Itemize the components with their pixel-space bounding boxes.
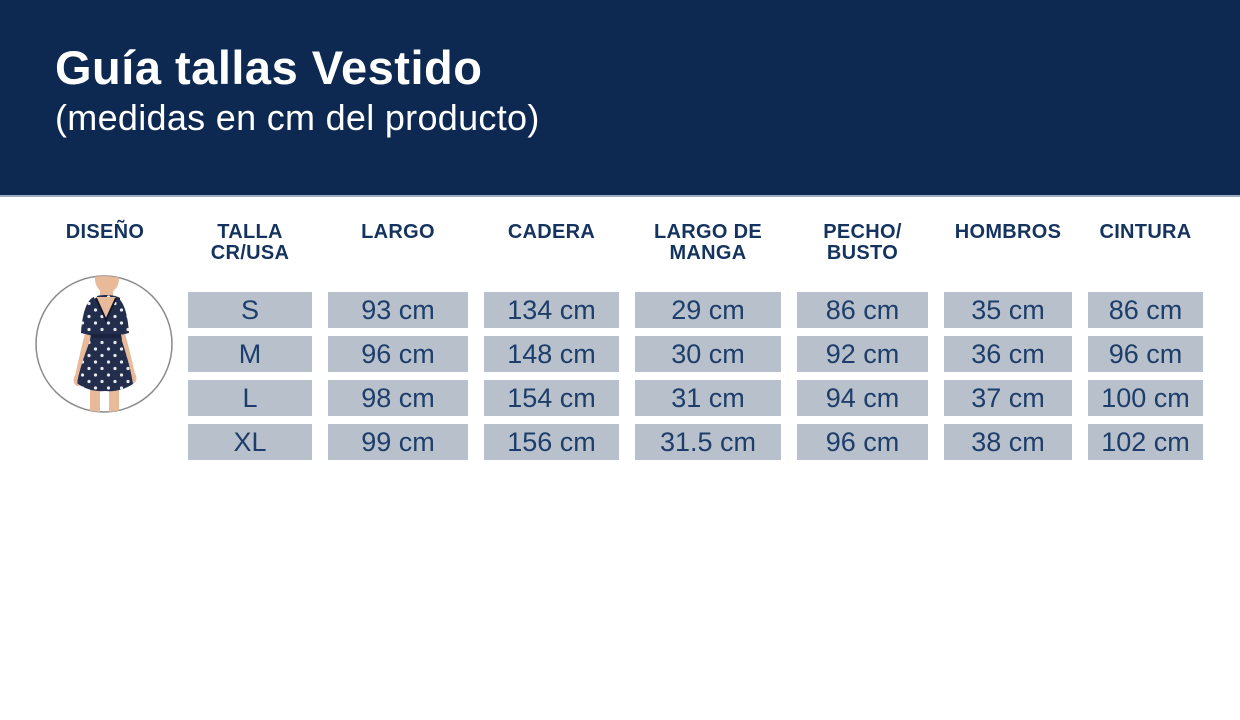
value-cell: 86 cm — [1088, 292, 1203, 328]
page-title: Guía tallas Vestido — [55, 41, 483, 94]
page-subtitle: (medidas en cm del producto) — [55, 97, 540, 138]
dress-design-photo — [35, 275, 173, 460]
value-cell: 37 cm — [944, 380, 1072, 416]
column-header-diseno: DISEÑO — [65, 221, 145, 243]
value-cell: 86 cm — [797, 292, 928, 328]
value-cell: 156 cm — [484, 424, 619, 460]
size-cell: M — [188, 336, 312, 372]
column-header-pecho-busto: PECHO/ BUSTO — [823, 221, 902, 264]
value-cell: 148 cm — [484, 336, 619, 372]
value-cell: 96 cm — [797, 424, 928, 460]
column-header-cintura: CINTURA — [1099, 221, 1192, 243]
title-banner: Guía tallas Vestido (medidas en cm del p… — [0, 0, 1240, 197]
size-cell: XL — [188, 424, 312, 460]
polka-dot-dress-illustration — [35, 275, 173, 413]
column-header-largo: LARGO — [361, 221, 435, 243]
value-cell: 31.5 cm — [635, 424, 781, 460]
size-cell: S — [188, 292, 312, 328]
value-cell: 31 cm — [635, 380, 781, 416]
value-cell: 99 cm — [328, 424, 468, 460]
column-header-cadera: CADERA — [507, 221, 596, 243]
value-cell: 30 cm — [635, 336, 781, 372]
value-cell: 94 cm — [797, 380, 928, 416]
size-cell: L — [188, 380, 312, 416]
value-cell: 92 cm — [797, 336, 928, 372]
value-cell: 29 cm — [635, 292, 781, 328]
size-table: DISEÑO TALLA CR/USA LARGO CADERA LARGO D… — [35, 214, 1203, 460]
value-cell: 96 cm — [1088, 336, 1203, 372]
value-cell: 134 cm — [484, 292, 619, 328]
value-cell: 36 cm — [944, 336, 1072, 372]
value-cell: 38 cm — [944, 424, 1072, 460]
column-header-talla: TALLA CR/USA — [210, 221, 290, 264]
column-header-hombros: HOMBROS — [954, 221, 1062, 243]
value-cell: 154 cm — [484, 380, 619, 416]
value-cell: 35 cm — [944, 292, 1072, 328]
value-cell: 98 cm — [328, 380, 468, 416]
value-cell: 93 cm — [328, 292, 468, 328]
value-cell: 100 cm — [1088, 380, 1203, 416]
value-cell: 102 cm — [1088, 424, 1203, 460]
column-header-largo-de-manga: LARGO DE MANGA — [654, 221, 762, 264]
value-cell: 96 cm — [328, 336, 468, 372]
